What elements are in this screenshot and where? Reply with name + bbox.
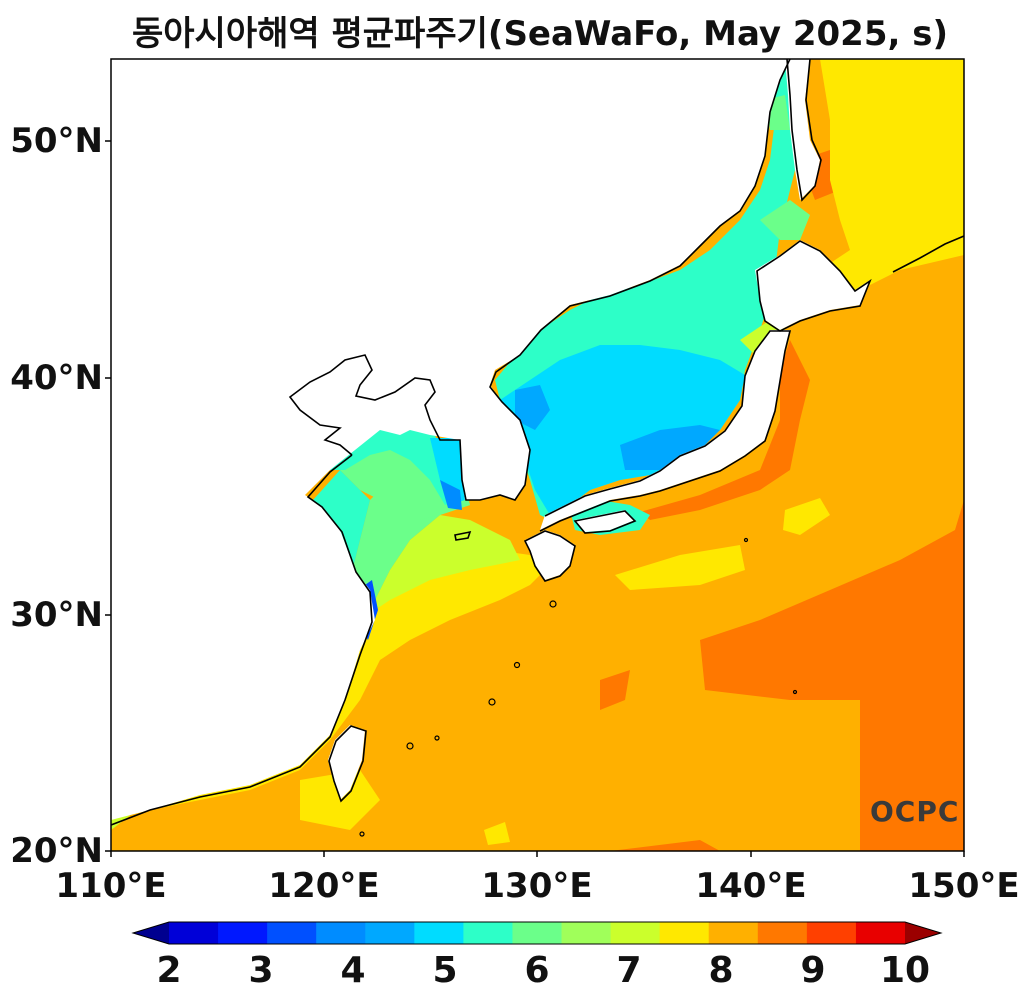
lat-tick-50: 50°N [10, 121, 103, 161]
lon-tick-120: 120°E [268, 866, 380, 906]
colorbar-bin [414, 922, 464, 944]
lat-tick-20: 20°N [10, 831, 103, 871]
colorbar-bin [561, 922, 612, 944]
colorbar-bin [610, 922, 661, 944]
colorbar-tick-label: 6 [524, 950, 550, 991]
colorbar-bin [267, 922, 317, 944]
colorbar-tick-label: 9 [800, 950, 826, 991]
lon-tick-130: 130°E [481, 866, 593, 906]
lon-tick-150: 150°E [908, 866, 1020, 906]
colorbar-tick-label: 3 [248, 950, 274, 991]
colorbar-tick-label: 8 [708, 950, 734, 991]
colorbar-bin [316, 922, 366, 944]
land-mainland [111, 59, 790, 820]
lon-tick-140: 140°E [695, 866, 807, 906]
land-sakhalin [785, 59, 820, 200]
colorbar-tick-label: 7 [616, 950, 642, 991]
colorbar-extend-high [905, 922, 941, 944]
colorbar-extend-low [133, 922, 169, 944]
colorbar-bin [708, 922, 759, 944]
colorbar-bin [855, 922, 906, 944]
period-8-5s-region-coast [640, 340, 810, 520]
colorbar-bin [218, 922, 268, 944]
wave-period-field [111, 59, 964, 851]
lat-tick-30: 30°N [10, 595, 103, 635]
axis-ticks [105, 140, 965, 857]
colorbar-tick-label: 10 [879, 950, 931, 991]
colorbar [131, 921, 943, 945]
land-kyushu [525, 530, 575, 580]
land-taiwan [328, 725, 365, 800]
colorbar-tick-label: 2 [156, 950, 182, 991]
coastlines [111, 59, 964, 826]
period-8-5s-region-east [700, 250, 964, 851]
colorbar-tick-label: 4 [340, 950, 366, 991]
colorbar-tick-label: 5 [432, 950, 458, 991]
land-hokkaido [755, 240, 870, 330]
colorbar-bin [659, 922, 710, 944]
colorbar-outline [131, 921, 943, 945]
colorbar-bin [757, 922, 808, 944]
land-honshu [540, 330, 790, 530]
period-6s-region-yellow-sea [111, 470, 470, 815]
lon-tick-110: 110°E [55, 866, 167, 906]
period-5s-region-east-sea [500, 345, 745, 515]
colorbar-bin [169, 922, 219, 944]
period-7-5s-region-north [770, 59, 964, 330]
colorbar-bin [365, 922, 415, 944]
ocpc-logo: OCPC [870, 795, 960, 828]
colorbar-bin [463, 922, 513, 944]
colorbar-bin [806, 922, 857, 944]
colorbar-bin [512, 922, 563, 944]
map-title: 동아시아해역 평균파주기(SeaWaFo, May 2025, s) [131, 14, 949, 54]
land-shikoku [575, 510, 635, 532]
lat-tick-40: 40°N [10, 358, 103, 398]
